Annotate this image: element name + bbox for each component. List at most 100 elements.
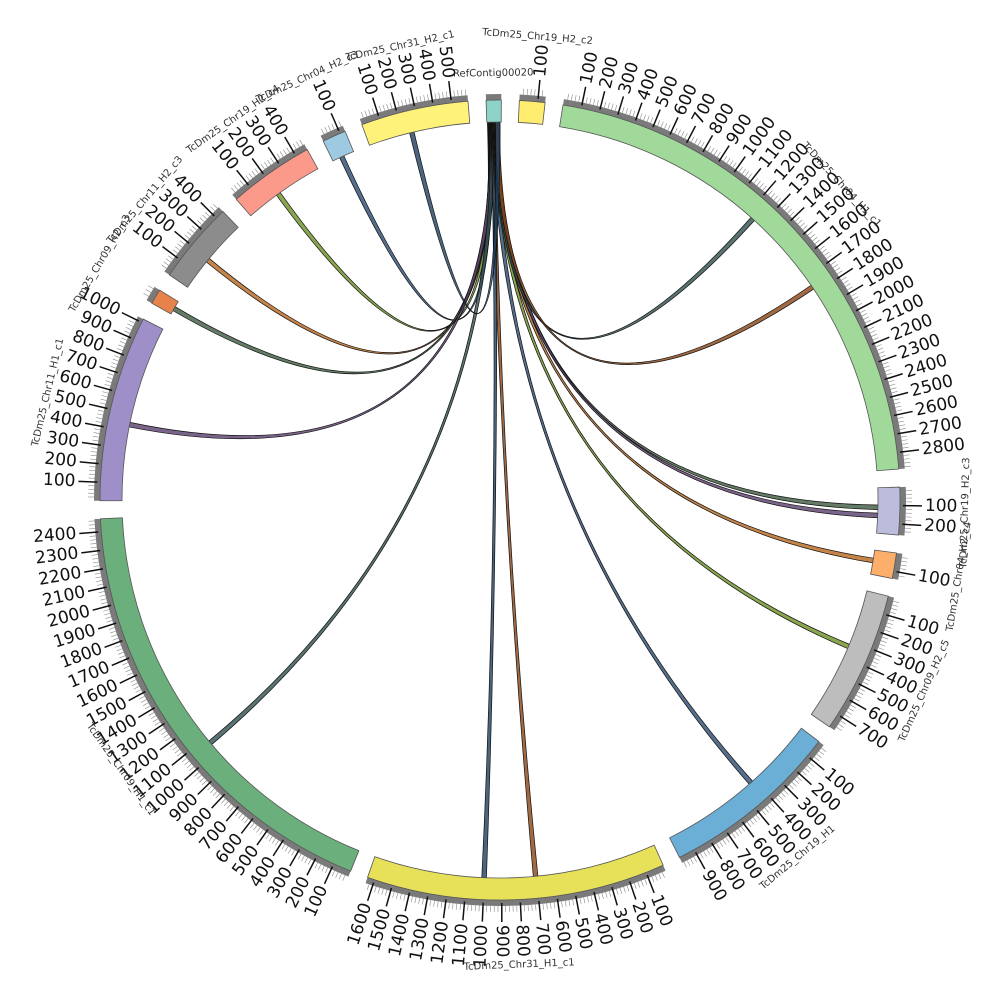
minor-tick bbox=[288, 848, 292, 854]
minor-tick bbox=[256, 827, 261, 833]
minor-tick bbox=[814, 239, 820, 245]
minor-tick bbox=[752, 817, 758, 823]
tick-label: 500 bbox=[435, 45, 459, 80]
minor-tick bbox=[152, 718, 159, 723]
minor-tick bbox=[114, 355, 120, 358]
minor-tick bbox=[611, 103, 614, 110]
minor-tick bbox=[889, 383, 896, 387]
minor-tick bbox=[271, 838, 276, 844]
minor-tick bbox=[418, 897, 421, 904]
major-tick bbox=[200, 201, 215, 217]
minor-tick bbox=[691, 136, 695, 143]
tick-label: 200 bbox=[44, 449, 78, 472]
major-tick bbox=[119, 674, 138, 684]
major-tick bbox=[390, 92, 398, 111]
minor-tick bbox=[445, 91, 448, 98]
minor-tick bbox=[139, 695, 145, 700]
segment-axis-10 bbox=[94, 316, 144, 501]
minor-tick bbox=[836, 726, 842, 731]
segment-axis-14 bbox=[320, 125, 346, 142]
minor-tick bbox=[802, 225, 808, 230]
major-tick bbox=[289, 849, 300, 867]
minor-tick bbox=[534, 89, 536, 96]
minor-tick bbox=[886, 372, 893, 376]
minor-tick bbox=[172, 746, 178, 751]
minor-tick bbox=[826, 254, 832, 259]
minor-tick bbox=[899, 428, 906, 430]
segment-axis-5 bbox=[892, 553, 903, 580]
major-tick bbox=[519, 902, 523, 922]
minor-tick bbox=[844, 714, 850, 719]
minor-tick bbox=[144, 705, 151, 710]
minor-tick bbox=[781, 203, 787, 209]
minor-tick bbox=[794, 779, 800, 784]
minor-tick bbox=[841, 276, 847, 281]
minor-tick bbox=[884, 629, 891, 633]
minor-tick bbox=[800, 222, 805, 228]
minor-tick bbox=[177, 752, 183, 757]
minor-tick bbox=[90, 458, 97, 460]
major-tick bbox=[93, 384, 113, 392]
minor-tick bbox=[181, 757, 187, 763]
segment-axis-6 bbox=[829, 596, 895, 731]
minor-tick bbox=[233, 185, 239, 191]
minor-tick bbox=[902, 443, 909, 445]
major-tick bbox=[186, 216, 202, 230]
major-tick bbox=[809, 757, 825, 771]
major-tick bbox=[171, 752, 188, 766]
minor-tick bbox=[596, 99, 599, 106]
segment-label: TcDm25_Chr31_H1_c1 bbox=[463, 957, 575, 973]
minor-tick bbox=[775, 797, 781, 803]
major-tick bbox=[99, 365, 118, 374]
minor-tick bbox=[150, 715, 157, 720]
minor-tick bbox=[810, 233, 816, 239]
major-tick bbox=[802, 221, 818, 235]
minor-tick bbox=[338, 873, 342, 880]
segment-label: TcDm25_Chr04_H2_c3 bbox=[254, 49, 360, 105]
minor-tick bbox=[96, 417, 103, 420]
minor-tick bbox=[904, 462, 911, 464]
minor-tick bbox=[419, 95, 422, 102]
minor-tick bbox=[886, 622, 893, 625]
minor-tick bbox=[740, 826, 746, 832]
major-tick bbox=[718, 145, 730, 162]
minor-tick bbox=[301, 855, 305, 862]
minor-tick bbox=[226, 803, 232, 809]
minor-tick bbox=[882, 362, 889, 365]
minor-tick bbox=[104, 612, 111, 616]
minor-tick bbox=[93, 565, 100, 567]
major-tick bbox=[902, 523, 922, 527]
minor-tick bbox=[163, 734, 169, 739]
minor-tick bbox=[806, 765, 812, 770]
minor-tick bbox=[901, 560, 908, 563]
minor-tick bbox=[585, 97, 588, 104]
segment-12 bbox=[168, 210, 239, 288]
minor-tick bbox=[847, 286, 853, 291]
minor-tick bbox=[821, 248, 827, 253]
major-tick bbox=[113, 329, 132, 339]
minor-tick bbox=[869, 330, 876, 334]
minor-tick bbox=[852, 296, 859, 300]
minor-tick bbox=[812, 236, 818, 242]
segment-15 bbox=[361, 100, 471, 146]
minor-tick bbox=[661, 872, 665, 878]
minor-tick bbox=[637, 881, 641, 888]
minor-tick bbox=[872, 661, 879, 665]
minor-tick bbox=[106, 620, 113, 623]
minor-tick bbox=[593, 98, 596, 105]
major-tick bbox=[839, 715, 857, 727]
minor-tick bbox=[116, 348, 123, 351]
minor-tick bbox=[117, 651, 124, 655]
minor-tick bbox=[108, 627, 115, 630]
minor-tick bbox=[819, 245, 825, 250]
minor-tick bbox=[816, 753, 822, 758]
minor-tick bbox=[453, 90, 455, 97]
minor-tick bbox=[807, 231, 813, 236]
major-tick bbox=[240, 817, 254, 834]
minor-tick bbox=[268, 836, 273, 842]
minor-tick bbox=[598, 893, 601, 900]
links-layer bbox=[128, 121, 879, 879]
minor-tick bbox=[122, 662, 129, 666]
minor-tick bbox=[614, 104, 618, 111]
minor-tick bbox=[893, 398, 900, 401]
